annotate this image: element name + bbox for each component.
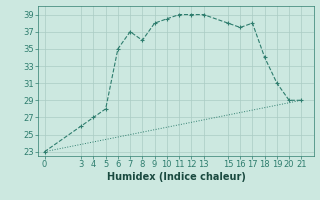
X-axis label: Humidex (Indice chaleur): Humidex (Indice chaleur) — [107, 172, 245, 182]
